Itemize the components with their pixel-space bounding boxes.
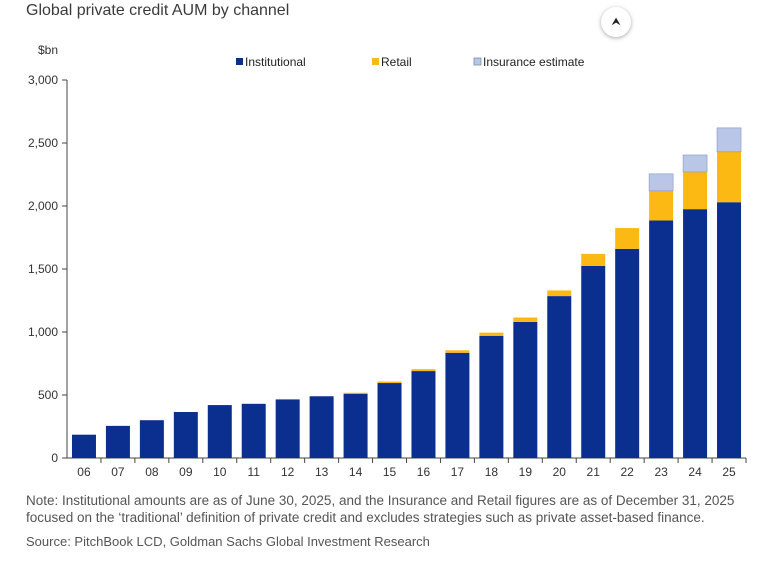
bar-institutional-21 bbox=[581, 265, 606, 458]
y-tick-label: 3,000 bbox=[28, 73, 58, 87]
x-tick-label: 15 bbox=[383, 465, 397, 479]
x-tick-label: 18 bbox=[485, 465, 499, 479]
bar-institutional-11 bbox=[241, 403, 266, 458]
y-tick-label: 2,500 bbox=[28, 136, 58, 150]
y-unit-label: $bn bbox=[38, 43, 58, 57]
x-tick-label: 13 bbox=[315, 465, 329, 479]
bar-institutional-23 bbox=[649, 220, 674, 458]
x-tick-label: 17 bbox=[451, 465, 465, 479]
chart-source: Source: PitchBook LCD, Goldman Sachs Glo… bbox=[26, 534, 430, 549]
bar-institutional-10 bbox=[207, 405, 232, 458]
bar-institutional-22 bbox=[615, 248, 640, 458]
x-tick-label: 10 bbox=[213, 465, 227, 479]
x-tick-label: 07 bbox=[111, 465, 125, 479]
bar-retail-18 bbox=[479, 332, 504, 336]
y-tick-label: 1,500 bbox=[28, 262, 58, 276]
x-tick-label: 06 bbox=[77, 465, 91, 479]
x-tick-label: 19 bbox=[519, 465, 533, 479]
x-tick-label: 23 bbox=[654, 465, 668, 479]
note-line-1: Note: Institutional amounts are as of Ju… bbox=[26, 493, 735, 508]
bar-retail-17 bbox=[445, 350, 470, 353]
legend-label-insurance-estimate: Insurance estimate bbox=[483, 55, 585, 69]
note-line-2: focused on the ‘traditional’ definition … bbox=[26, 510, 705, 525]
y-tick-label: 2,000 bbox=[28, 199, 58, 213]
legend-swatch-retail bbox=[372, 58, 379, 65]
x-tick-label: 21 bbox=[587, 465, 601, 479]
legend-label-retail: Retail bbox=[381, 55, 412, 69]
bar-institutional-17 bbox=[445, 352, 470, 458]
legend-swatch-insurance-estimate bbox=[473, 57, 482, 66]
y-tick-label: 500 bbox=[38, 388, 58, 402]
bar-retail-15 bbox=[377, 381, 402, 384]
bar-institutional-18 bbox=[479, 335, 504, 458]
x-tick-label: 16 bbox=[417, 465, 431, 479]
bar-institutional-16 bbox=[411, 371, 436, 458]
bar-institutional-15 bbox=[377, 383, 402, 458]
bar-institutional-19 bbox=[513, 321, 538, 458]
bar-institutional-08 bbox=[139, 420, 164, 458]
legend-swatch-institutional bbox=[236, 58, 243, 65]
bar-institutional-09 bbox=[173, 412, 198, 458]
bar-insurance-estimate-24 bbox=[682, 154, 708, 173]
bar-retail-22 bbox=[615, 228, 640, 249]
stacked-bar-chart: $bn 0 500 1,000 1,500 2,000 2,500 3,000 06 07 08 09… bbox=[28, 43, 747, 479]
x-tick-label: 08 bbox=[145, 465, 159, 479]
y-tick-label: 1,000 bbox=[28, 325, 58, 339]
bar-retail-19 bbox=[513, 317, 538, 322]
x-tick-label: 22 bbox=[620, 465, 634, 479]
x-tick-label: 12 bbox=[281, 465, 295, 479]
bar-retail-25 bbox=[717, 151, 742, 203]
bar-institutional-24 bbox=[683, 209, 708, 458]
bar-institutional-07 bbox=[105, 425, 130, 458]
bar-insurance-estimate-25 bbox=[716, 127, 742, 153]
bar-institutional-14 bbox=[343, 393, 368, 458]
bar-institutional-20 bbox=[547, 296, 572, 458]
x-tick-label: 09 bbox=[179, 465, 193, 479]
bar-institutional-25 bbox=[717, 202, 742, 458]
x-tick-label: 20 bbox=[553, 465, 567, 479]
x-tick-label: 24 bbox=[688, 465, 702, 479]
x-tick-label: 25 bbox=[722, 465, 736, 479]
x-tick-label: 11 bbox=[247, 465, 260, 479]
bar-retail-23 bbox=[649, 190, 674, 221]
arrow-up-icon: ⮝ bbox=[611, 15, 621, 28]
bar-retail-20 bbox=[547, 290, 572, 297]
bar-institutional-06 bbox=[71, 434, 96, 458]
x-tick-label: 14 bbox=[349, 465, 363, 479]
legend-label-institutional: Institutional bbox=[245, 55, 306, 69]
bar-institutional-12 bbox=[275, 399, 300, 458]
chart-note: Note: Institutional amounts are as of Ju… bbox=[26, 492, 780, 526]
bar-retail-21 bbox=[581, 253, 606, 266]
scroll-to-top-button[interactable]: ⮝ bbox=[601, 7, 631, 37]
bar-retail-24 bbox=[683, 171, 708, 210]
y-tick-label: 0 bbox=[51, 451, 58, 465]
chart-title: Global private credit AUM by channel bbox=[26, 2, 290, 19]
bar-retail-14 bbox=[343, 392, 368, 394]
bar-retail-16 bbox=[411, 369, 436, 372]
bar-institutional-13 bbox=[309, 396, 334, 458]
bar-insurance-estimate-23 bbox=[648, 173, 674, 192]
